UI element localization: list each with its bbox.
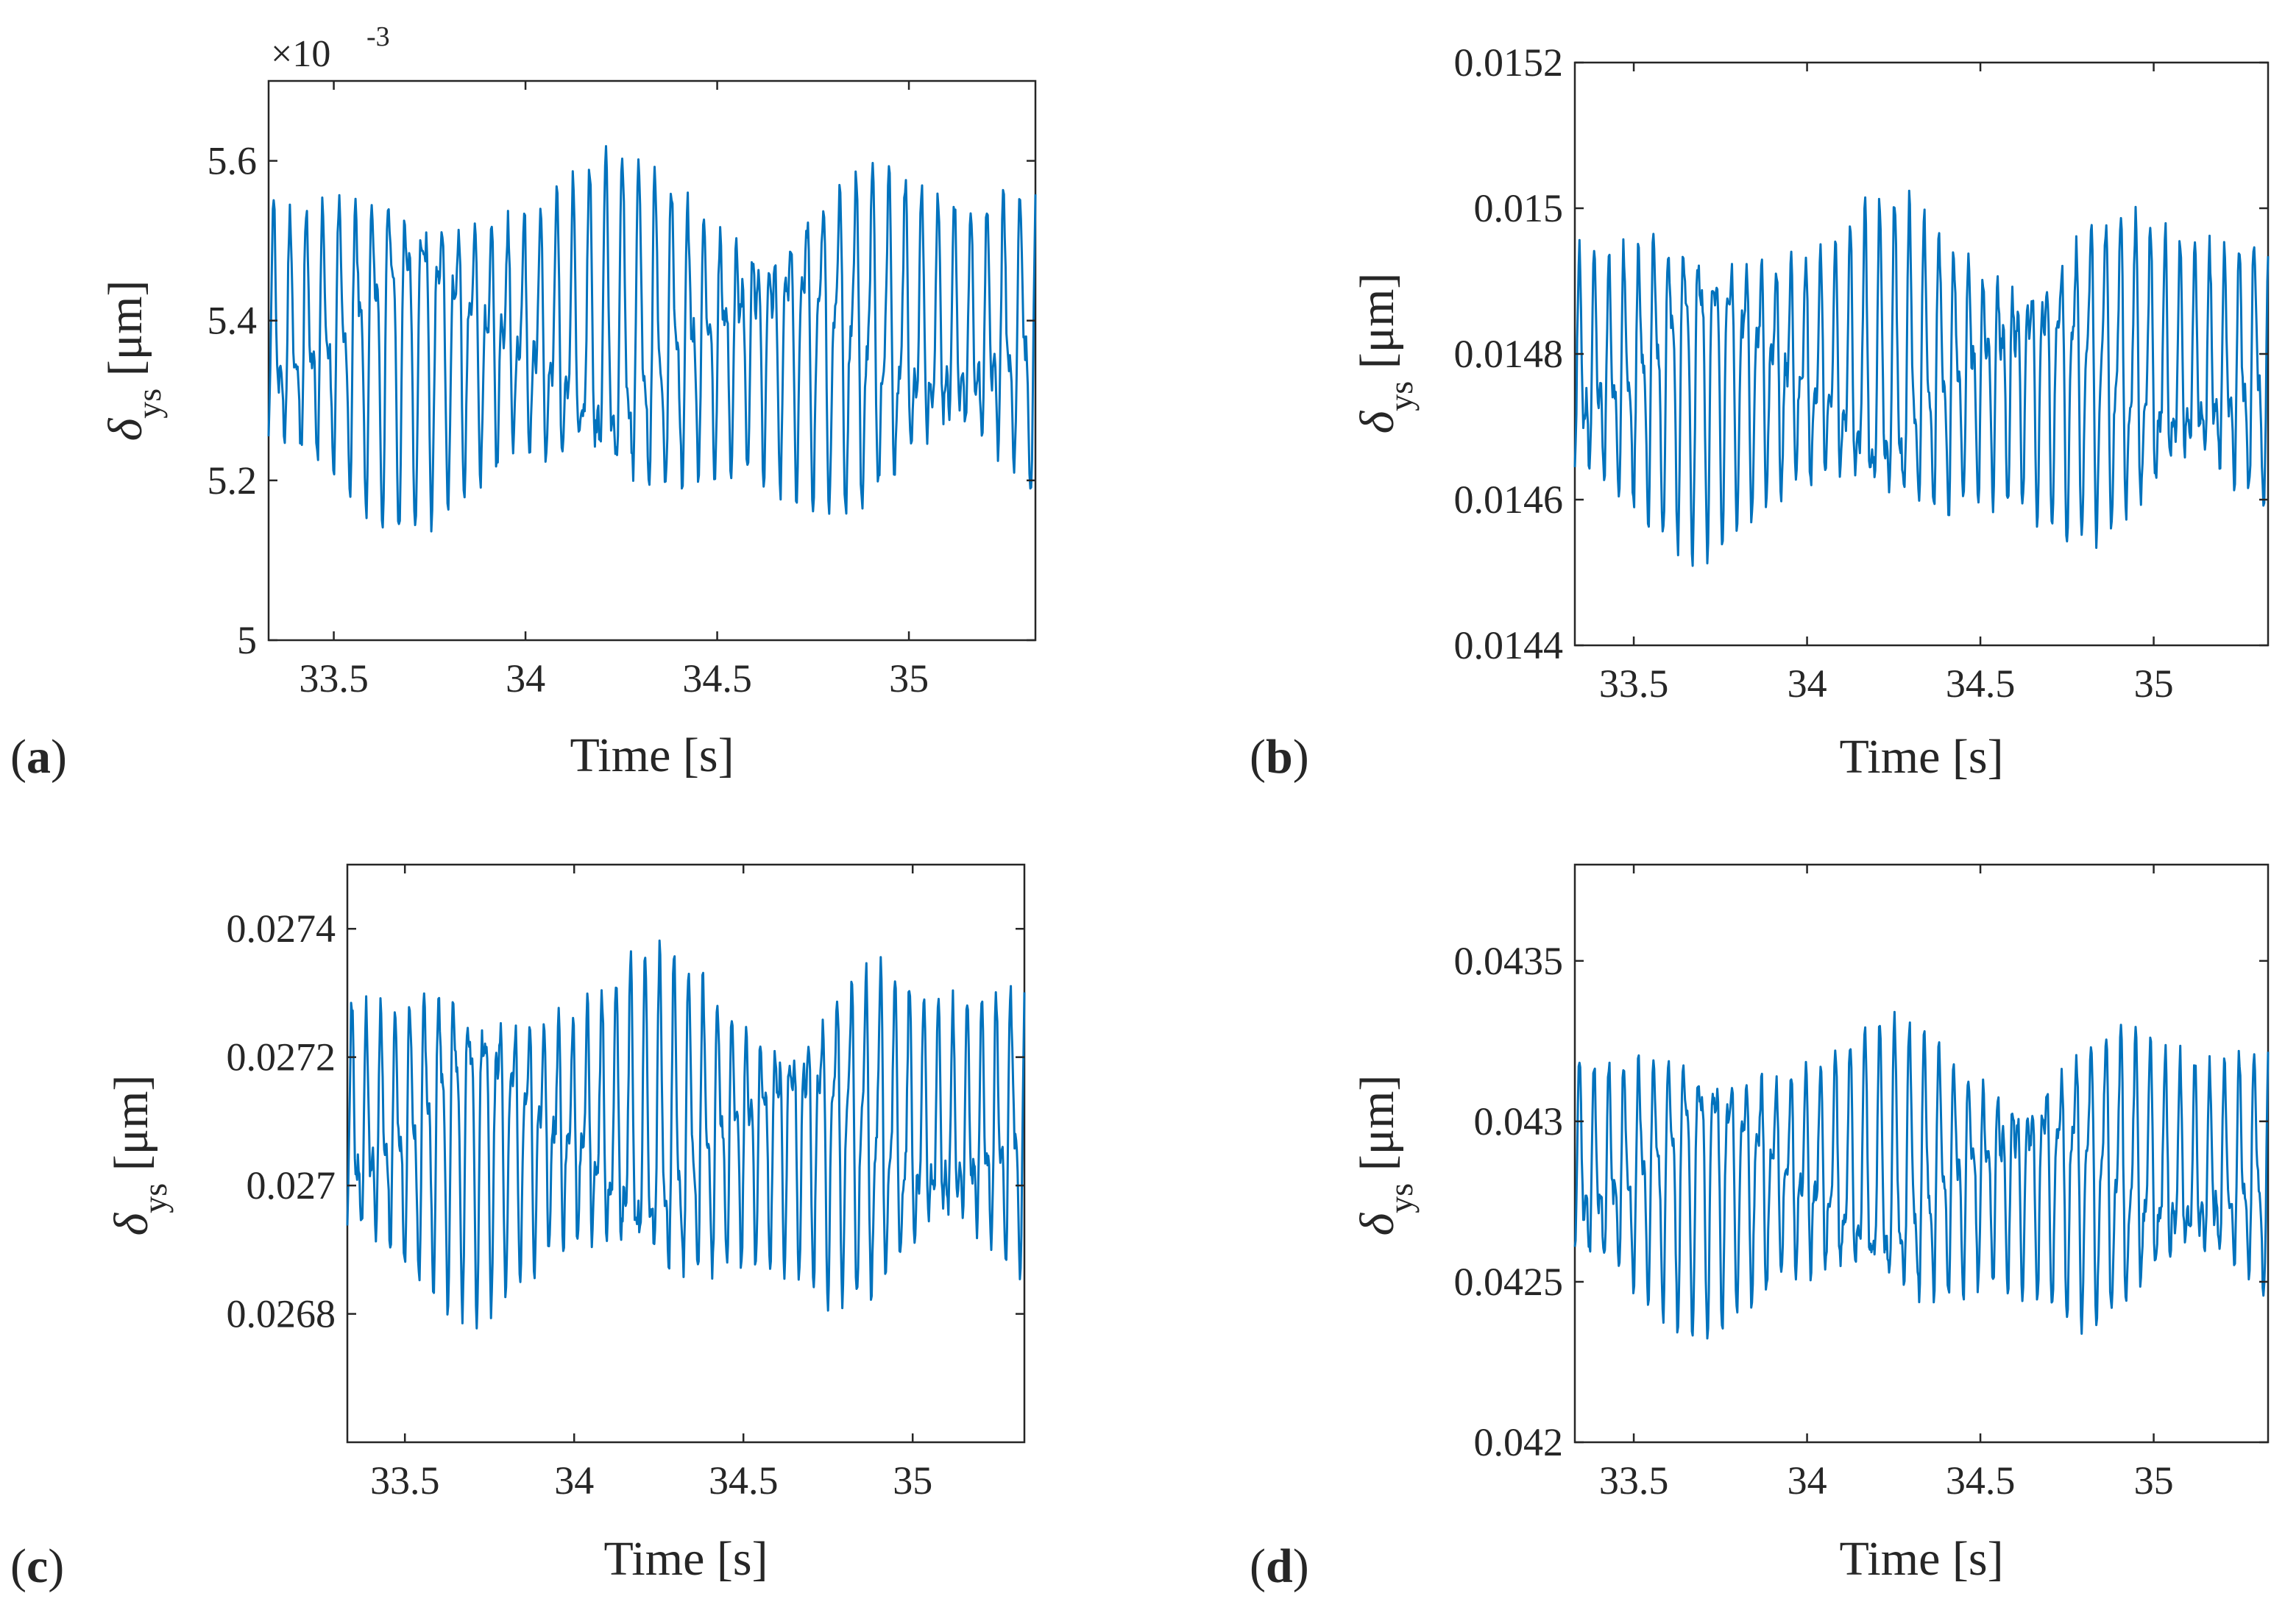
panel-d-ylabel-unit: [μm] [1350, 1075, 1404, 1171]
panel-a-xtick-label: 34 [506, 656, 545, 701]
panel-d-ytick-label: 0.0435 [1454, 939, 1564, 983]
panel-a-ytick-label: 5.4 [208, 299, 258, 343]
panel-b-ylabel-space [1350, 369, 1404, 381]
panel-c-xtick-label: 34 [554, 1458, 594, 1503]
panel-d-xtick-label: 34.5 [1946, 1458, 2016, 1503]
panel-d-xtick-label: 33.5 [1599, 1458, 1669, 1503]
panel-b-xtick-label: 33.5 [1599, 662, 1669, 706]
panel-d-xtick-label: 34 [1788, 1458, 1827, 1503]
panel-b-letter-text: b [1266, 730, 1293, 784]
panel-d-ylabel-space [1350, 1171, 1404, 1183]
panel-d-xlabel: Time [s] [1839, 1532, 2003, 1586]
panel-c: 0.0268 0.027 0.0272 0.0274 33.5 34 34.5 35 δys… [10, 863, 1026, 1593]
panel-a-xtick-label: 35 [889, 656, 929, 701]
panel-a-xticks: 33.5 34 34.5 35 [299, 81, 929, 701]
panel-c-xtick-label: 35 [893, 1458, 932, 1503]
panel-a-exponent-base: ×10 [271, 33, 330, 75]
panel-b-ylabel-unit: [μm] [1350, 273, 1404, 369]
panel-c-xticks: 33.5 34 34.5 35 [370, 865, 932, 1503]
panel-d-xticks: 33.5 34 34.5 35 [1599, 865, 2174, 1503]
panel-b-ytick-label: 0.0148 [1454, 332, 1564, 376]
panel-c-ylabel-subscript: ys [136, 1183, 174, 1213]
panel-d-yticks: 0.042 0.0425 0.043 0.0435 [1454, 939, 2268, 1464]
panel-d-data-line [1573, 1010, 2270, 1340]
panel-b-ylabel-symbol: δ [1350, 410, 1404, 433]
panel-c-yticks: 0.0268 0.027 0.0272 0.0274 [227, 907, 1024, 1336]
panel-b-data-line [1573, 189, 2270, 567]
panel-b-ylabel-subscript: ys [1382, 381, 1420, 411]
panel-a-xtick-label: 34.5 [682, 656, 752, 701]
panel-b-xlabel: Time [s] [1839, 730, 2003, 784]
panel-a-ylabel-space [99, 376, 152, 389]
panel-d: 0.042 0.0425 0.043 0.0435 33.5 34 34.5 35 δys … [1250, 863, 2270, 1593]
panel-c-ylabel-symbol: δ [104, 1212, 158, 1235]
panel-a-ylabel-unit: [μm] [99, 280, 152, 377]
panel-a-exponent-power: -3 [366, 21, 390, 52]
panel-c-ytick-label: 0.0274 [227, 907, 336, 951]
panel-c-ylabel-space [104, 1171, 158, 1183]
panel-b-ytick-label: 0.0152 [1454, 40, 1564, 85]
panel-c-xtick-label: 33.5 [370, 1458, 440, 1503]
panel-a-data-line [267, 145, 1037, 533]
panel-a-ylabel: δys [μm] [99, 280, 168, 442]
panel-a-ylabel-subscript: ys [130, 389, 168, 419]
panel-a-ylabel-symbol: δ [99, 417, 152, 441]
panel-b-letter: (b) [1250, 730, 1309, 784]
panel-c-ylabel-unit: [μm] [104, 1075, 158, 1171]
panel-d-ytick-label: 0.042 [1474, 1420, 1564, 1464]
panel-a-yticks: 5 5.2 5.4 5.6 [208, 139, 1035, 662]
panel-b-ylabel: δys [μm] [1350, 273, 1420, 434]
panel-c-letter-text: c [26, 1539, 48, 1593]
panel-c-letter: (c) [10, 1539, 64, 1593]
panel-d-ylabel-subscript: ys [1382, 1183, 1420, 1213]
panel-c-ytick-label: 0.027 [247, 1163, 336, 1208]
panel-b-xtick-label: 34.5 [1946, 662, 2016, 706]
panel-d-ytick-label: 0.0425 [1454, 1260, 1564, 1304]
panel-b-xtick-label: 34 [1788, 662, 1827, 706]
panel-b-ytick-label: 0.015 [1474, 186, 1564, 230]
panel-a-letter-text: a [26, 730, 51, 784]
panel-c-xlabel: Time [s] [603, 1532, 768, 1586]
panel-a: 55.25.45.6 33.5 34 34.5 35 ×10 -3 δys [μm] … [10, 21, 1037, 784]
panel-c-ylabel: δys [μm] [104, 1075, 174, 1236]
panel-a-ytick-label: 5.6 [208, 139, 258, 183]
panel-b: 0.0144 0.0146 0.0148 0.015 0.0152 33.5 34 34.5… [1250, 40, 2270, 784]
panel-d-letter-text: d [1266, 1539, 1293, 1593]
panel-c-xtick-label: 34.5 [709, 1458, 779, 1503]
panel-b-xticks: 33.5 34 34.5 35 [1599, 63, 2174, 706]
panel-a-ytick-label: 5.2 [208, 458, 258, 503]
panel-b-yticks: 0.0144 0.0146 0.0148 0.015 0.0152 [1454, 40, 2268, 667]
panel-b-ytick-label: 0.0144 [1454, 623, 1564, 667]
panel-d-ytick-label: 0.043 [1474, 1099, 1564, 1143]
panel-a-ytick-label: 5 [237, 618, 257, 662]
panel-c-data-line [346, 939, 1026, 1330]
panel-a-xtick-label: 33.5 [299, 656, 369, 701]
panel-b-xtick-label: 35 [2134, 662, 2174, 706]
panel-d-ylabel-symbol: δ [1350, 1212, 1404, 1235]
panel-c-ytick-label: 0.0272 [227, 1035, 336, 1079]
panel-a-xlabel: Time [s] [570, 728, 734, 782]
panel-c-ytick-label: 0.0268 [227, 1292, 336, 1336]
panel-d-ylabel: δys [μm] [1350, 1075, 1420, 1236]
panel-d-xtick-label: 35 [2134, 1458, 2174, 1503]
panel-a-letter: (a) [10, 730, 67, 784]
panel-b-ytick-label: 0.0146 [1454, 478, 1564, 522]
panel-d-letter: (d) [1250, 1539, 1309, 1593]
